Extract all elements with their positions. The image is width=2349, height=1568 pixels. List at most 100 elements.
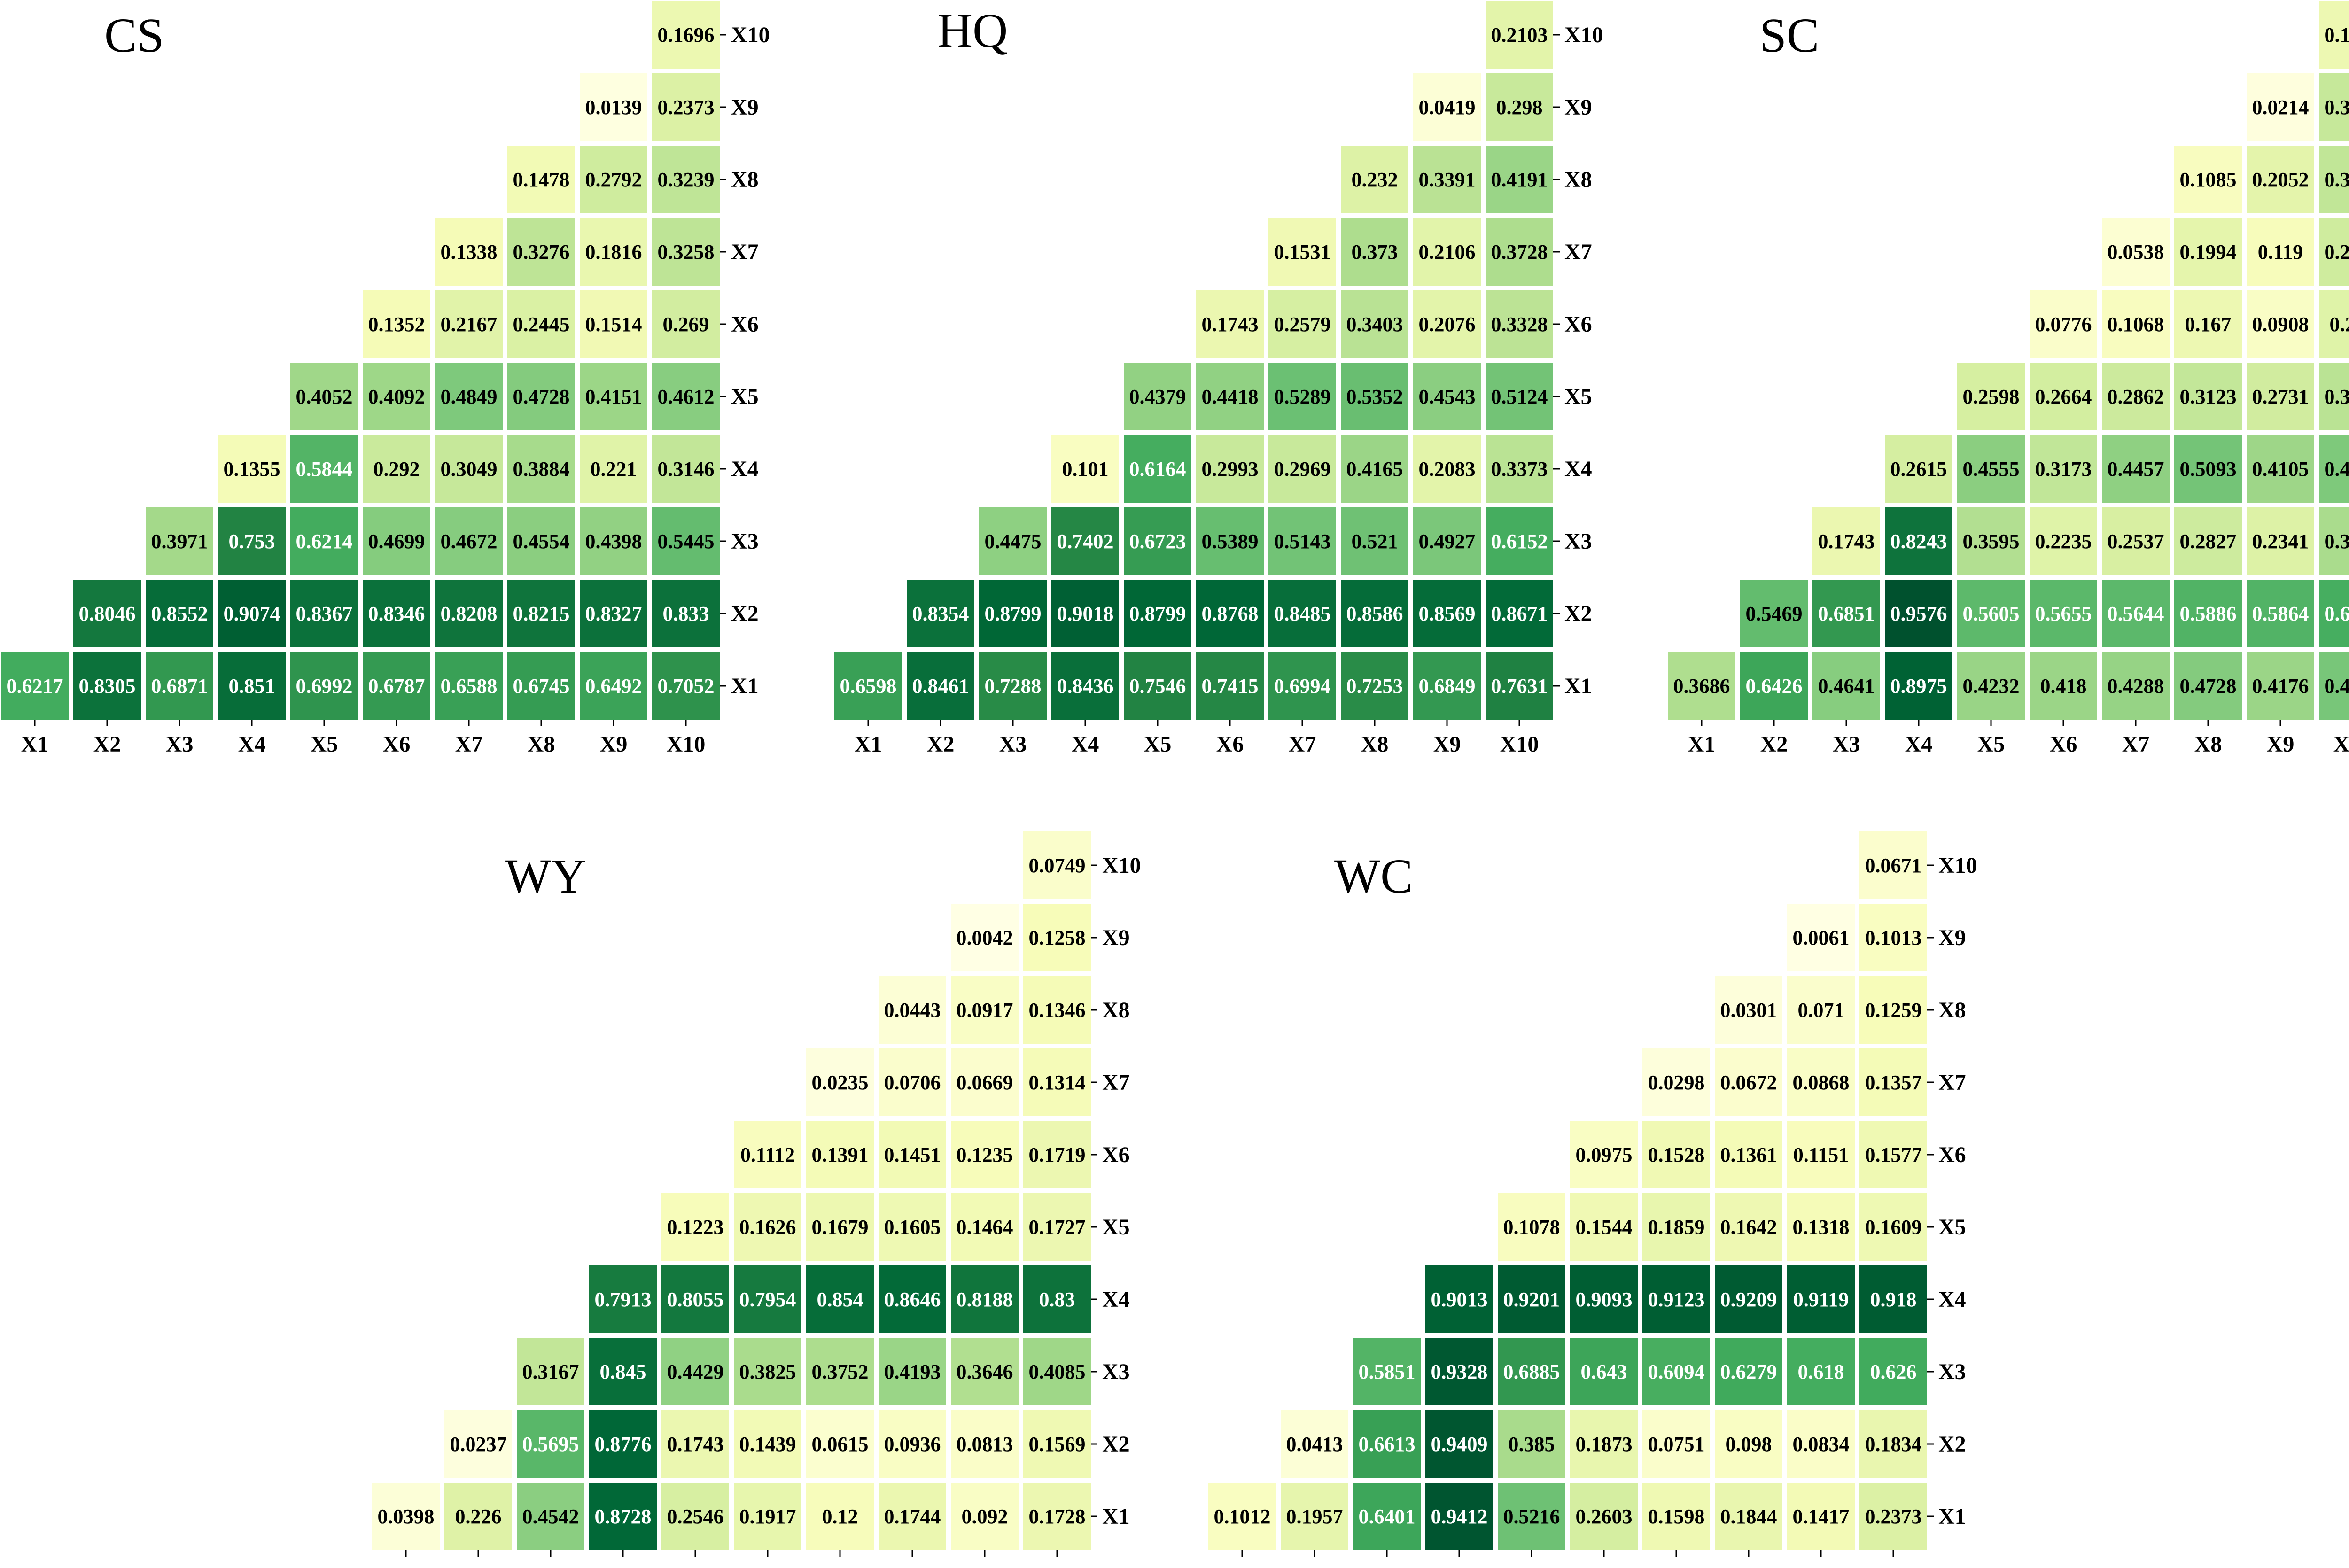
x-tick-label: X5 [1518, 1562, 1546, 1566]
x-tick-label: X2 [1760, 732, 1788, 757]
cell-value-label: 0.9123 [1648, 1288, 1705, 1311]
cell-value-label: 0.4457 [2108, 458, 2164, 481]
cell-value-label: 0.2341 [2252, 530, 2309, 553]
cell-value-label: 0.1642 [1720, 1216, 1777, 1239]
x-tick-label: X3 [1373, 1562, 1401, 1566]
cell-value-label: 0.1626 [739, 1216, 796, 1239]
cell-value-label: 0.1569 [1029, 1433, 1086, 1456]
cell-value-label: 0.4849 [441, 385, 498, 408]
cell-value-label: 0.5605 [1963, 602, 2020, 625]
x-tick-label: X4 [238, 732, 266, 757]
cell-value-label: 0.918 [1870, 1288, 1917, 1311]
cell-value-label: 0.1361 [1720, 1143, 1777, 1166]
cell-value-label: 0.2103 [1491, 23, 1548, 47]
panel-title: WY [505, 849, 586, 903]
cell-value-label: 0.8569 [1419, 602, 1476, 625]
x-tick-label: X7 [826, 1562, 854, 1566]
cell-value-label: 0.9018 [1057, 602, 1114, 625]
cell-value-label: 0.3049 [441, 458, 498, 481]
cell-value-label: 0.5864 [2252, 602, 2309, 625]
x-tick-label: X7 [455, 732, 483, 757]
x-tick-label: X9 [2267, 732, 2295, 757]
cell-value-label: 0.4555 [1963, 458, 2020, 481]
y-tick-label: X2 [1102, 1432, 1130, 1457]
cell-value-label: 0.3391 [1419, 168, 1476, 191]
cell-value-label: 0.6094 [1648, 1360, 1705, 1383]
cell-value-label: 0.3167 [522, 1360, 579, 1383]
cell-value-label: 0.2373 [658, 96, 715, 119]
cell-value-label: 0.1744 [884, 1505, 941, 1528]
cell-value-label: 0.5216 [1503, 1505, 1560, 1528]
cell-value-label: 0.6723 [1129, 530, 1186, 553]
cell-value-label: 0.1598 [1648, 1505, 1705, 1528]
x-tick-label: X2 [93, 732, 121, 757]
cell-value-label: 0.8046 [79, 602, 136, 625]
cell-value-label: 0.2167 [441, 313, 498, 336]
cell-value-label: 0.8671 [1491, 602, 1548, 625]
y-tick-label: X4 [1564, 457, 1592, 481]
cell-value-label: 0.8975 [1890, 675, 1947, 698]
x-tick-label: X4 [609, 1562, 637, 1566]
cell-value-label: 0.1235 [957, 1143, 1013, 1166]
cell-value-label: 0.3595 [1963, 530, 2020, 553]
cell-value-label: 0.6588 [441, 675, 498, 698]
x-tick-label: X8 [2194, 732, 2222, 757]
cell-value-label: 0.3825 [739, 1360, 796, 1383]
cell-value-label: 0.3821 [2325, 530, 2349, 553]
cell-value-label: 0.9201 [1503, 1288, 1560, 1311]
cell-value-label: 0.1013 [1865, 926, 1922, 949]
cell-value-label: 0.4191 [1491, 168, 1548, 191]
y-tick-label: X3 [1102, 1359, 1130, 1384]
cell-value-label: 0.092 [962, 1505, 1008, 1528]
cell-value-label: 0.2537 [2108, 530, 2164, 553]
cell-value-label: 0.0214 [2252, 96, 2309, 119]
cell-value-label: 0.0751 [1648, 1433, 1705, 1456]
cell-value-label: 0.4105 [2252, 458, 2309, 481]
y-tick-label: X1 [1564, 674, 1592, 699]
cell-value-label: 0.1112 [740, 1143, 795, 1166]
cell-value-label: 0.4543 [1419, 385, 1476, 408]
cell-value-label: 0.1544 [1576, 1216, 1633, 1239]
cell-value-label: 0.3146 [658, 458, 715, 481]
x-tick-label: X10 [1874, 1562, 1913, 1566]
cell-value-label: 0.269 [663, 313, 709, 336]
cell-value-label: 0.0443 [884, 999, 941, 1022]
cell-value-label: 0.4641 [1818, 675, 1875, 698]
cell-value-label: 0.8436 [1057, 675, 1114, 698]
cell-value-label: 0.0908 [2252, 313, 2309, 336]
cell-value-label: 0.3752 [812, 1360, 869, 1383]
cell-value-label: 0.0298 [1648, 1071, 1705, 1094]
y-tick-label: X1 [1938, 1504, 1966, 1529]
cell-value-label: 0.2076 [1419, 313, 1476, 336]
cell-value-label: 0.8461 [912, 675, 969, 698]
cell-value-label: 0.8646 [884, 1288, 941, 1311]
cell-value-label: 0.8552 [151, 602, 208, 625]
y-tick-label: X7 [1938, 1070, 1966, 1095]
cell-value-label: 0.3185 [2325, 168, 2349, 191]
cell-value-label: 0.1078 [1503, 1216, 1560, 1239]
x-tick-label: X6 [2050, 732, 2077, 757]
cell-value-label: 0.1417 [1793, 1505, 1850, 1528]
cell-value-label: 0.8799 [985, 602, 1042, 625]
cell-value-label: 0.1844 [1720, 1505, 1777, 1528]
cell-value-label: 0.8055 [667, 1288, 724, 1311]
cell-value-label: 0.1068 [2108, 313, 2164, 336]
cell-value-label: 0.4092 [368, 385, 425, 408]
cell-value-label: 0.1314 [1029, 1071, 1086, 1094]
cell-value-label: 0.9209 [1720, 1288, 1777, 1311]
cell-value-label: 0.226 [455, 1505, 502, 1528]
cell-value-label: 0.3276 [513, 241, 570, 264]
cell-value-label: 0.098 [1726, 1433, 1772, 1456]
cell-value-label: 0.1464 [957, 1216, 1013, 1239]
cell-value-label: 0.6994 [1274, 675, 1331, 698]
cell-value-label: 0.2579 [1274, 313, 1331, 336]
cell-value-label: 0.2615 [1890, 458, 1947, 481]
cell-value-label: 0.851 [229, 675, 275, 698]
cell-value-label: 0.221 [591, 458, 637, 481]
cell-value-label: 0.9576 [1890, 602, 1947, 625]
cell-value-label: 0.0936 [884, 1433, 941, 1456]
panel-title: SC [1759, 8, 1819, 62]
